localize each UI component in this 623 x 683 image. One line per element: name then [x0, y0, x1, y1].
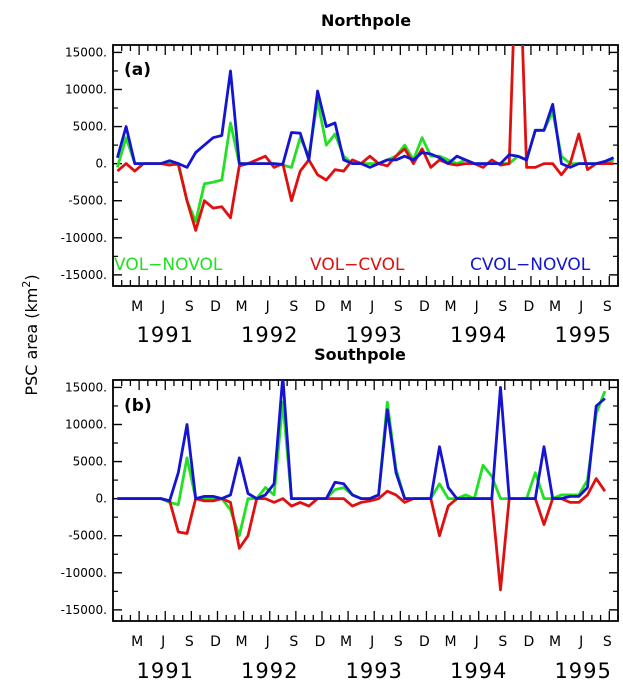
- panel-b-series: [117, 380, 607, 592]
- panel-b-month-label: J: [160, 634, 165, 650]
- panel-a-ytick-label: -15000.: [61, 268, 107, 282]
- y-axis-label: PSC area (km2): [20, 274, 41, 395]
- panel-a-year-label: 1992: [241, 323, 298, 347]
- panel-a-month-label: J: [578, 299, 583, 315]
- panel-a-month-label: J: [265, 299, 270, 315]
- y-axis-label-sup: 2: [20, 281, 33, 288]
- panel-b-year-label: 1993: [345, 659, 402, 683]
- panel-b-month-label: M: [131, 634, 143, 650]
- panel-a-month-labels: MJSDMJSDMJSDMJSDMJSD: [131, 299, 612, 315]
- panel-b-title: Southpole: [314, 345, 406, 364]
- panel-a-month-label: J: [474, 299, 479, 315]
- panel-b-month-label: J: [474, 634, 479, 650]
- panel-northpole: Northpole (a) 15000. 10000. 5000. 0. -5000. -…: [61, 11, 619, 347]
- panel-b-year-label: 1991: [137, 659, 194, 683]
- panel-a-month-label: D: [210, 299, 221, 315]
- panel-a-year-labels: 1991 1992 1993 1994 1995: [137, 323, 611, 347]
- panel-a-month-label: M: [549, 299, 561, 315]
- panel-b-year-label: 1992: [241, 659, 298, 683]
- legend: VOL−NOVOL VOL−CVOL CVOL−NOVOL: [114, 255, 591, 275]
- panel-a-year-label: 1991: [137, 323, 194, 347]
- panel-b-ytick-label: 10000.: [65, 417, 107, 431]
- legend-cvol-novol: CVOL−NOVOL: [470, 255, 591, 275]
- panel-b-month-label: M: [340, 634, 352, 650]
- panel-b-label: (b): [124, 396, 152, 416]
- panel-b-year-labels: 1991 1992 1993 1994 1995: [137, 659, 611, 683]
- panel-a-series-vol-cvol: [116, 45, 614, 232]
- y-axis-label-close: ): [22, 274, 41, 280]
- panel-a-month-label: D: [524, 299, 535, 315]
- panel-b-month-labels: MJSDMJSDMJSDMJSDMJSD: [131, 634, 612, 650]
- panel-a-month-label: M: [131, 299, 143, 315]
- panel-a-ytick-label: 10000.: [65, 82, 107, 96]
- panel-b-month-label: D: [315, 634, 326, 650]
- panel-a-year-label: 1994: [450, 323, 507, 347]
- legend-vol-novol: VOL−NOVOL: [114, 255, 223, 275]
- panel-b-month-label: S: [185, 634, 194, 650]
- panel-b-ytick-label: 0.: [96, 492, 107, 506]
- panel-b-year-label: 1995: [554, 659, 611, 683]
- panel-a-title: Northpole: [321, 11, 411, 30]
- panel-b-ytick-label: -5000.: [68, 529, 107, 543]
- panel-a-series: [116, 45, 615, 232]
- panel-a-ytick-label: 15000.: [65, 45, 107, 59]
- panel-b-month-label: D: [210, 634, 221, 650]
- panel-a-month-label: M: [340, 299, 352, 315]
- panel-a-month-label: M: [236, 299, 248, 315]
- panel-a-month-label: J: [160, 299, 165, 315]
- panel-a-ytick-label: -5000.: [68, 194, 107, 208]
- legend-vol-cvol: VOL−CVOL: [310, 255, 405, 275]
- panel-a-month-label: S: [289, 299, 298, 315]
- y-axis-label-main: PSC area (km: [22, 288, 41, 396]
- panel-a-ticks: 15000. 10000. 5000. 0. -5000. -10000. -15000.: [61, 45, 619, 286]
- panel-b-month-label: S: [289, 634, 298, 650]
- panel-a-series-cvol-novol: [116, 69, 615, 169]
- panel-a-year-label: 1995: [554, 323, 611, 347]
- panel-b-ticks: 15000. 10000. 5000. 0. -5000. -10000. -15000.: [61, 380, 619, 621]
- panel-a-month-label: D: [419, 299, 430, 315]
- panel-b-month-label: S: [394, 634, 403, 650]
- panel-b-month-label: S: [603, 634, 612, 650]
- panel-b-month-label: M: [445, 634, 457, 650]
- panel-a-label: (a): [124, 60, 151, 80]
- panel-b-month-label: J: [265, 634, 270, 650]
- panel-a-month-label: S: [185, 299, 194, 315]
- panel-b-series-vol-cvol: [117, 477, 607, 592]
- panel-a-month-label: J: [369, 299, 374, 315]
- panel-a-ytick-label: 0.: [96, 157, 107, 171]
- panel-b-month-label: D: [524, 634, 535, 650]
- panel-b-month-label: M: [549, 634, 561, 650]
- panel-southpole: Southpole (b) 15000. 10000. 5000. 0. -5000. -…: [61, 345, 619, 683]
- panel-b-month-label: J: [578, 634, 583, 650]
- panel-b-year-label: 1994: [450, 659, 507, 683]
- panel-b-ytick-label: -10000.: [61, 566, 107, 580]
- panel-b-month-label: M: [236, 634, 248, 650]
- panel-a-month-label: S: [394, 299, 403, 315]
- panel-b-month-label: S: [498, 634, 507, 650]
- panel-b-month-label: D: [419, 634, 430, 650]
- panel-b-series-cvol-novol: [117, 380, 606, 503]
- panel-b-month-label: J: [369, 634, 374, 650]
- panel-a-ytick-label: -10000.: [61, 231, 107, 245]
- panel-a-month-label: S: [603, 299, 612, 315]
- panel-a-ytick-label: 5000.: [73, 120, 107, 134]
- panel-b-ytick-label: 15000.: [65, 380, 107, 394]
- panel-a-month-label: M: [445, 299, 457, 315]
- panel-a-year-label: 1993: [345, 323, 402, 347]
- panel-b-ytick-label: -15000.: [61, 603, 107, 617]
- panel-b-ytick-label: 5000.: [73, 455, 107, 469]
- panel-a-month-label: S: [498, 299, 507, 315]
- panel-a-month-label: D: [315, 299, 326, 315]
